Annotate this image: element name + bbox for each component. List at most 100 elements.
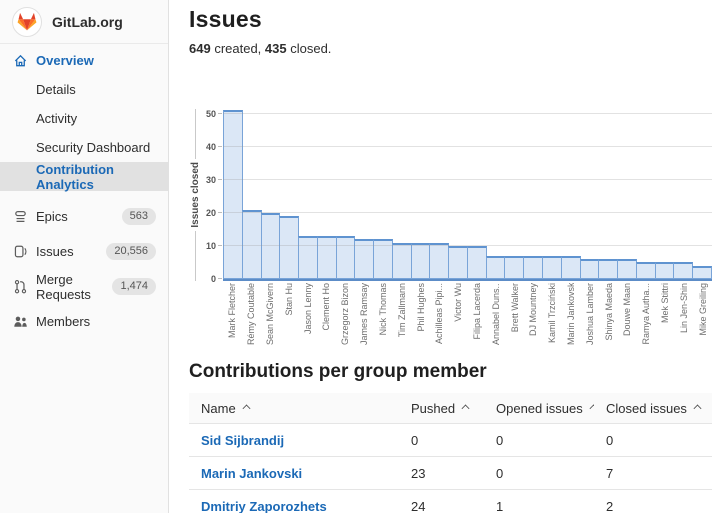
sidebar: GitLab.org Overview Details Activity Sec… [0,0,169,513]
member-link[interactable]: Sid Sijbrandij [201,432,285,448]
x-axis-label: Brett Walker [509,283,520,333]
x-axis-label: Ramya Autha... [641,283,652,345]
chart-bar [579,259,600,279]
chart-bar [673,262,694,279]
gridline [223,212,712,213]
sidebar-item-activity[interactable]: Activity [0,104,168,133]
closed-issues-cell: 7 [606,465,614,481]
x-axis-label: Grzegorz Bizon [340,283,351,345]
sidebar-item-epics[interactable]: Epics 563 [0,199,168,234]
chart-bar [279,216,300,279]
name-cell: Dmitriy Zaporozhets [189,499,399,513]
opened-issues-cell: 0 [496,432,504,448]
x-axis-label: Achilleas Pipi... [434,283,445,345]
sidebar-item-label: Details [36,82,76,97]
gridline [223,146,712,147]
y-axis-tick [218,278,222,279]
pushed-cell: 23 [411,465,426,481]
x-axis-label: Stan Hu [283,283,294,316]
y-axis-tick-label: 50 [205,109,216,119]
x-axis-label: Nick Thomas [377,283,388,336]
sort-header-opened-issues[interactable]: Opened issues [484,401,594,416]
sidebar-item-label: Issues [36,244,74,259]
table-row: Sid Sijbrandij 0 0 0 [189,424,712,457]
sidebar-item-details[interactable]: Details [0,75,168,104]
chart-bar [542,256,562,279]
issues-summary: 649 created, 435 closed. [189,41,712,59]
pushed-cell: 0 [411,432,419,448]
chevron-up-icon [693,404,702,412]
group-avatar [12,6,42,37]
table-header: Name Pushed Opened issues Closed issues [189,393,712,424]
x-axis-label: Jason Lenny [302,283,313,335]
sidebar-item-merge-requests[interactable]: Merge Requests 1,474 [0,269,168,304]
chevron-up-icon [589,404,594,412]
y-axis-tick [218,212,222,213]
sidebar-item-label: Security Dashboard [36,140,151,155]
chart-bar [223,110,243,279]
chart-bar [335,236,356,279]
count-badge: 563 [121,208,156,225]
epics-icon [12,209,28,224]
x-axis-label: DJ Mountney [528,283,539,337]
sidebar-item-contribution-analytics[interactable]: Contribution Analytics [0,162,168,192]
y-axis-tick-label: 10 [205,241,216,251]
member-link[interactable]: Marin Jankovski [201,465,303,481]
chart-bar [429,243,450,279]
closed-count: 435 [264,41,287,56]
count-badge: 1,474 [112,278,156,295]
sidebar-item-overview[interactable]: Overview [0,46,168,75]
chart-bar [466,246,487,279]
sort-header-closed-issues[interactable]: Closed issues [594,401,712,416]
x-axis-label: Clement Ho [321,283,332,331]
x-axis-label: Mek Stittri [660,283,671,324]
x-axis-label: Victor Wu [453,283,464,322]
x-axis-label: Mark Fletcher [227,283,238,339]
nav-divider [0,191,168,199]
group-header-link[interactable]: GitLab.org [0,0,168,44]
chart-bar [617,259,637,279]
issues-icon [12,244,28,259]
closed-label: closed. [286,41,332,56]
x-axis-label: Tim Zallmann [396,283,407,338]
sidebar-item-security-dashboard[interactable]: Security Dashboard [0,133,168,162]
chart-bar [448,246,468,279]
sidebar-item-label: Activity [36,111,78,126]
y-axis-line [194,109,196,160]
x-axis-labels: Mark Fletcher Rémy Coutable Sean McGivern S… [223,283,712,347]
plot-area: 0 10 20 30 40 50 [206,109,712,284]
x-axis-label: Rémy Coutable [246,283,257,345]
chart-bar [391,243,412,279]
chart-bar [523,256,544,279]
members-icon [12,314,28,329]
sort-header-pushed[interactable]: Pushed [399,401,484,416]
y-axis-tick-label: 0 [210,274,216,284]
y-axis-label-column: Issues closed [189,109,201,281]
chevron-up-icon [461,404,470,412]
x-axis-label: Douwe Maan [622,283,633,337]
gridline [223,113,712,114]
chart-bar [504,256,525,279]
chevron-up-icon [242,404,251,412]
member-link[interactable]: Dmitriy Zaporozhets [201,499,327,513]
x-axis-label: Phil Hughes [415,283,426,332]
main-content: Issues 649 created, 435 closed. Issues c… [169,0,715,513]
y-axis-tick [218,245,222,246]
sort-header-name[interactable]: Name [189,401,399,416]
gridline [223,245,712,246]
x-axis-label: Lin Jen-Shin [678,283,689,334]
y-axis-tick [218,146,222,147]
bars [223,109,712,279]
sidebar-item-members[interactable]: Members [0,304,168,339]
sidebar-item-issues[interactable]: Issues 20,556 [0,234,168,269]
pushed-cell: 24 [411,499,426,513]
chart-bar [598,259,619,279]
created-label: created, [210,41,265,56]
opened-issues-cell: 0 [496,465,504,481]
sidebar-item-label: Epics [36,209,68,224]
y-axis-tick-label: 20 [205,208,216,218]
gitlab-tanuki-icon [17,12,37,31]
chart-bar [485,256,506,279]
table-row: Marin Jankovski 23 0 7 [189,457,712,490]
chart-bar [410,243,431,279]
